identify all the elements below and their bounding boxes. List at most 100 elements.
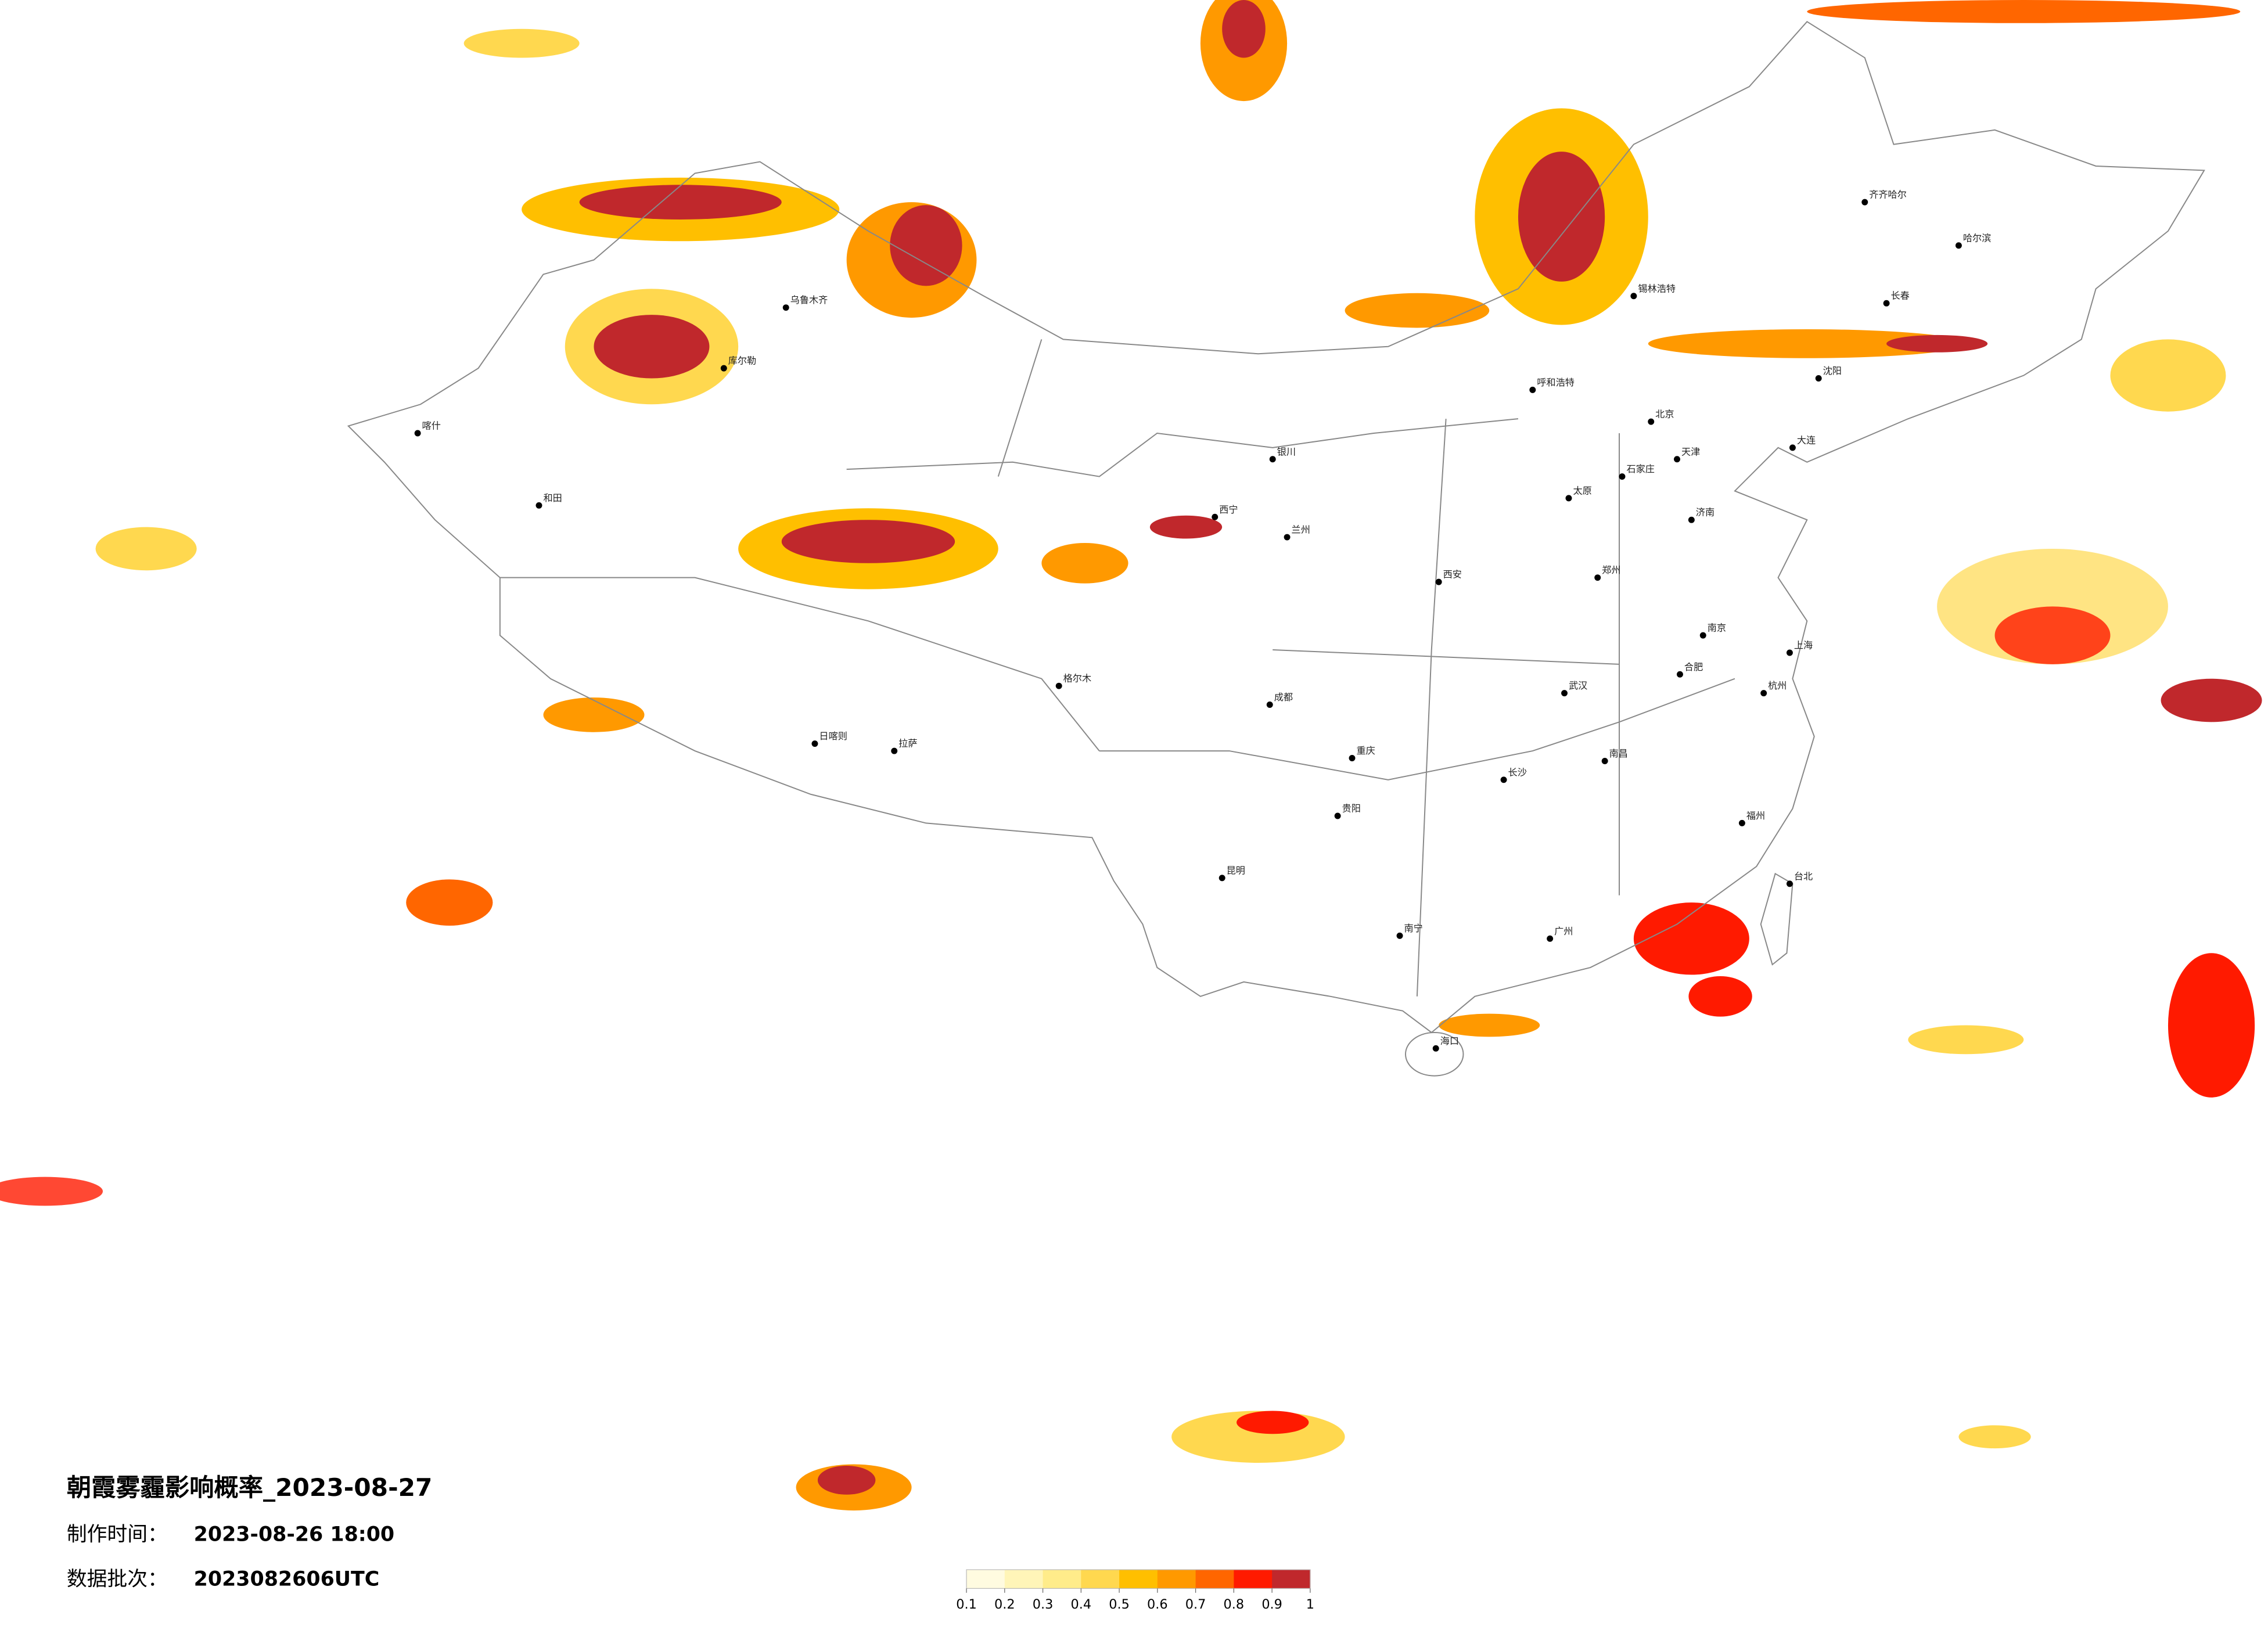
legend-swatch — [1119, 1570, 1158, 1589]
city-dot — [1219, 875, 1225, 882]
city-label: 格尔木 — [1063, 673, 1091, 684]
city-label: 哈尔滨 — [1963, 232, 1991, 243]
probability-field — [0, 0, 2262, 1511]
city-dot — [535, 502, 542, 509]
city-label: 乌鲁木齐 — [790, 294, 828, 305]
city-dot — [1396, 932, 1403, 939]
legend-swatch — [1157, 1570, 1196, 1589]
city-label: 北京 — [1655, 409, 1674, 420]
city-label: 武汉 — [1569, 680, 1587, 691]
legend-swatch — [966, 1570, 1005, 1589]
legend-tick-label: 0.5 — [1109, 1597, 1130, 1612]
city-dot — [1648, 418, 1655, 425]
city-label: 上海 — [1794, 640, 1813, 651]
legend-swatch — [1004, 1570, 1044, 1589]
city-label: 和田 — [543, 492, 562, 503]
legend: 0.1 0.2 0.3 0.4 0.5 0.6 0.7 0.8 0.9 1 — [956, 1569, 1314, 1612]
city-dot — [1630, 293, 1637, 300]
city-label: 台北 — [1794, 870, 1813, 882]
city-label: 福州 — [1746, 810, 1765, 821]
city-label: 天津 — [1681, 446, 1700, 457]
city-dot — [720, 365, 727, 372]
legend-swatch — [1081, 1570, 1120, 1589]
city-label: 海口 — [1440, 1035, 1459, 1046]
city-dot — [1786, 649, 1793, 656]
city-dot — [1688, 516, 1695, 523]
city-label: 南昌 — [1609, 748, 1628, 759]
city-dot — [1861, 199, 1868, 206]
city-dot — [1738, 819, 1745, 826]
made-time: 2023-08-26 18:00 — [194, 1523, 394, 1546]
legend-tick-label: 0.4 — [1071, 1597, 1092, 1612]
legend-swatch — [1272, 1570, 1311, 1589]
city-dot — [891, 747, 898, 754]
city-label: 贵阳 — [1342, 803, 1361, 814]
city-dot — [1432, 1045, 1439, 1052]
legend-tick-label: 0.3 — [1033, 1597, 1054, 1612]
city-label: 合肥 — [1684, 661, 1703, 672]
city-label: 石家庄 — [1626, 463, 1654, 474]
city-dot — [1266, 702, 1273, 708]
city-label: 重庆 — [1356, 745, 1375, 756]
city-label: 郑州 — [1602, 564, 1620, 575]
city-label: 成都 — [1274, 692, 1293, 703]
city-dot — [1789, 444, 1796, 451]
city-dot — [1815, 375, 1822, 382]
title: 朝霞雾霾影响概率_2023-08-27 — [67, 1473, 433, 1502]
city-dot — [1334, 812, 1341, 819]
city-label: 杭州 — [1768, 680, 1787, 691]
legend-tick-label: 1 — [1306, 1597, 1314, 1612]
city-dot — [1601, 758, 1608, 764]
legend-tick-label: 0.2 — [994, 1597, 1015, 1612]
city-dot — [1565, 495, 1572, 502]
city-dot — [1674, 456, 1680, 463]
city-dot — [1500, 776, 1507, 783]
legend-swatch — [1195, 1570, 1235, 1589]
legend-tick-label: 0.8 — [1224, 1597, 1245, 1612]
city-dot — [1561, 690, 1568, 697]
city-dot — [1435, 578, 1442, 585]
legend-swatch — [1043, 1570, 1082, 1589]
city-label: 南京 — [1708, 623, 1726, 634]
city-dot — [811, 740, 818, 747]
city-label: 广州 — [1554, 926, 1573, 937]
city-label: 太原 — [1573, 485, 1591, 496]
city-label: 锡林浩特 — [1638, 283, 1676, 294]
city-dot — [1547, 935, 1554, 942]
city-dot — [1349, 755, 1356, 761]
city-label: 济南 — [1696, 507, 1715, 518]
legend-tick-label: 0.6 — [1147, 1597, 1168, 1612]
city-label: 南宁 — [1404, 923, 1423, 934]
city-dot — [1955, 242, 1962, 249]
city-dot — [414, 430, 421, 437]
city-label: 西安 — [1443, 569, 1462, 580]
city-label: 长春 — [1891, 290, 1910, 301]
legend-tick-label: 0.1 — [956, 1597, 977, 1612]
city-dot — [1786, 880, 1793, 887]
legend-tick-label: 0.9 — [1261, 1597, 1282, 1612]
city-label: 银川 — [1277, 446, 1296, 457]
made-label: 制作时间： — [67, 1523, 168, 1546]
batch: 2023082606UTC — [194, 1567, 380, 1591]
city-label: 昆明 — [1227, 865, 1245, 876]
batch-label: 数据批次： — [67, 1567, 168, 1591]
city-label: 长沙 — [1508, 767, 1527, 778]
city-dot — [1760, 690, 1767, 697]
city-dot — [1269, 456, 1276, 463]
legend-frame — [966, 1569, 1311, 1589]
city-dot — [1529, 386, 1536, 393]
city-label: 呼和浩特 — [1537, 377, 1575, 388]
city-dot — [1284, 534, 1291, 541]
city-dot — [782, 304, 789, 311]
city-label: 库尔勒 — [728, 355, 756, 366]
city-dot — [1212, 513, 1219, 520]
city-dot — [1594, 574, 1601, 581]
city-label: 齐齐哈尔 — [1869, 189, 1907, 200]
city-dot — [1883, 300, 1890, 307]
city-label: 日喀则 — [819, 731, 847, 742]
city-label: 兰州 — [1292, 524, 1310, 535]
city-dot — [1676, 671, 1683, 678]
legend-tick-label: 0.7 — [1185, 1597, 1206, 1612]
